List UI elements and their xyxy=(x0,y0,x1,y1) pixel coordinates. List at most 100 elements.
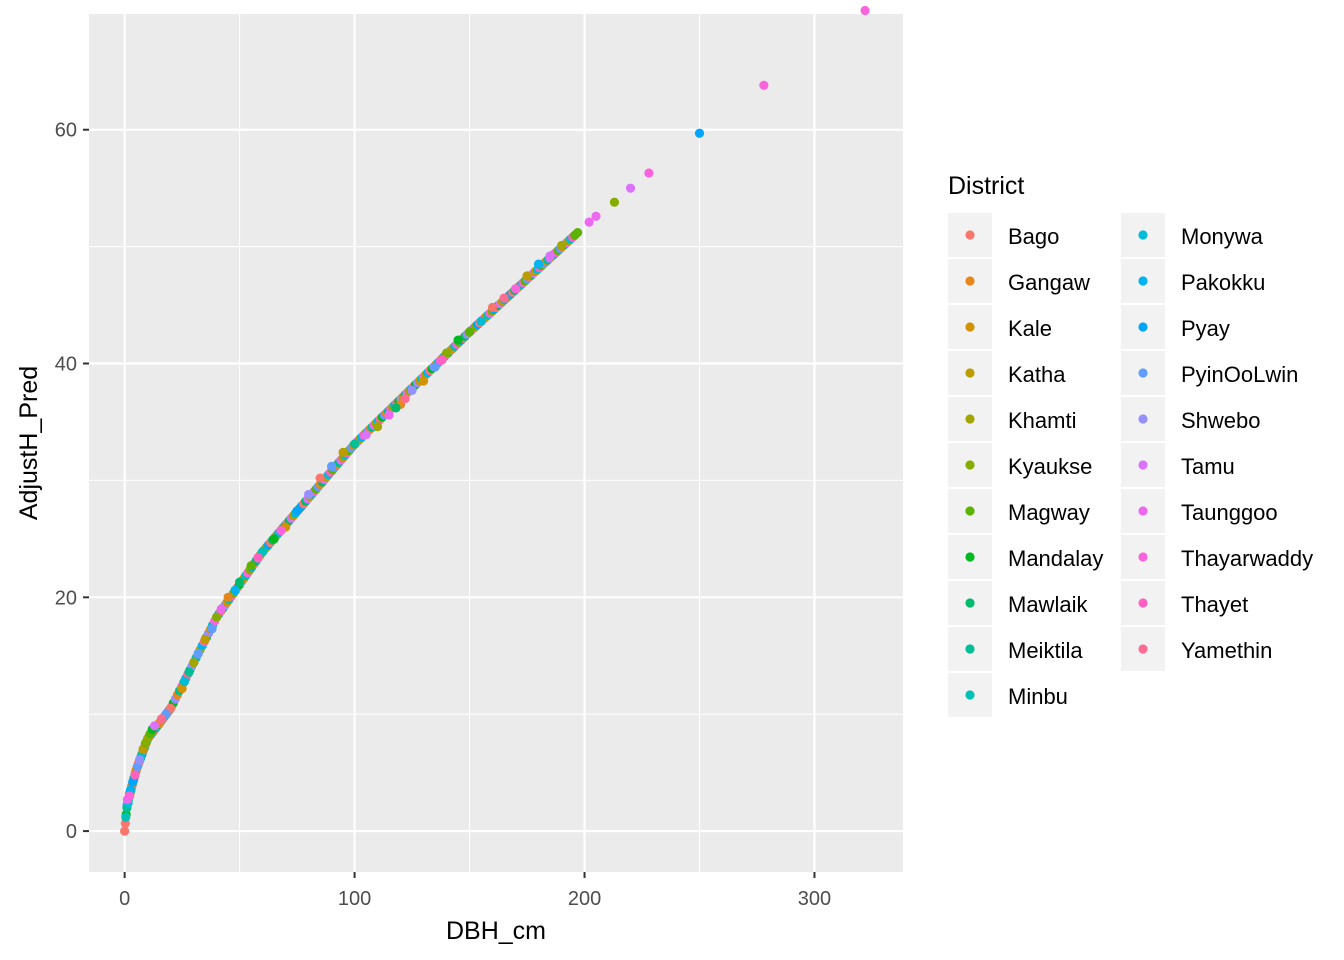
legend-label: Shwebo xyxy=(1181,408,1261,433)
legend-item: Pyay xyxy=(1121,305,1230,349)
scatter-point-minbu xyxy=(121,812,131,822)
scatter-point-thayarwaddy xyxy=(860,5,870,16)
scatter-point-shwebo xyxy=(407,385,417,395)
legend-label: Kyaukse xyxy=(1008,454,1092,479)
legend-item: Magway xyxy=(948,489,1090,533)
legend-label: Mawlaik xyxy=(1008,592,1088,617)
panel-background xyxy=(89,14,903,872)
legend-label: Khamti xyxy=(1008,408,1076,433)
legend-item: Kyaukse xyxy=(948,443,1092,487)
data-points xyxy=(120,5,870,836)
legend-label: Taunggoo xyxy=(1181,500,1278,525)
legend-label: Magway xyxy=(1008,500,1090,525)
scatter-point-pyinoolwin xyxy=(326,461,337,471)
scatter-point-katha xyxy=(200,634,210,644)
legend-key-point xyxy=(965,690,975,700)
scatter-point-monywa xyxy=(476,316,486,327)
scatter-point-magway xyxy=(464,327,475,337)
legend-key-point xyxy=(1138,322,1148,332)
legend-key-point xyxy=(965,414,975,424)
scatter-point-monywa xyxy=(179,676,190,687)
legend-label: Thayet xyxy=(1181,592,1248,617)
scatter-point-kyaukse xyxy=(140,738,150,749)
legend-item: Gangaw xyxy=(948,259,1090,303)
scatter-point-bago xyxy=(487,302,498,313)
y-tick-label: 20 xyxy=(55,587,77,609)
legend-label: Bago xyxy=(1008,224,1059,249)
scatter-point-magway xyxy=(246,561,256,571)
legend-item: PyinOoLwin xyxy=(1121,351,1298,395)
scatter-point-mawlaik xyxy=(391,403,401,413)
legend-item: Bago xyxy=(948,213,1059,257)
scatter-point-taunggoo xyxy=(216,604,226,614)
legend-item: Pakokku xyxy=(1121,259,1265,303)
scatter-point-meiktila xyxy=(349,439,360,449)
scatter-point-katha xyxy=(522,271,532,281)
scatter-point-thayarwaddy xyxy=(644,168,654,178)
scatter-point-taunggoo xyxy=(584,217,594,227)
scatter-point-tamu xyxy=(545,251,555,261)
scatter-point-tamu xyxy=(625,183,636,193)
x-tick-label: 100 xyxy=(338,888,371,910)
scatter-point-taunggoo xyxy=(384,410,394,420)
legend-label: Gangaw xyxy=(1008,270,1090,295)
legend-key-point xyxy=(965,276,975,286)
scatter-point-mandalay xyxy=(269,534,279,544)
x-axis-ticks: 0 100 200 300 xyxy=(119,872,831,910)
scatter-point-khamti xyxy=(556,240,567,251)
legend-key-point xyxy=(1138,644,1148,654)
legend-key-point xyxy=(1138,506,1148,516)
legend-key-point xyxy=(965,368,975,378)
legend-item: Meiktila xyxy=(948,627,1083,671)
legend-key-point xyxy=(1138,276,1148,286)
legend-label: Thayarwaddy xyxy=(1181,546,1313,571)
legend-item: Khamti xyxy=(948,397,1076,441)
scatter-point-pyinoolwin xyxy=(132,762,142,772)
scatter-point-thayarwaddy xyxy=(759,80,769,90)
legend-item: Thayet xyxy=(1121,581,1248,625)
scatter-point-gangaw xyxy=(223,592,233,602)
scatter-point-shwebo xyxy=(303,489,314,500)
scatter-point-thayarwaddy xyxy=(125,791,135,801)
legend-label: Kale xyxy=(1008,316,1052,341)
scatter-point-bago xyxy=(315,473,325,483)
legend-key-point xyxy=(965,506,975,516)
scatter-point-magway xyxy=(573,227,583,238)
legend-label: Meiktila xyxy=(1008,638,1083,663)
legend-label: Katha xyxy=(1008,362,1066,387)
legend-item: Mawlaik xyxy=(948,581,1088,625)
legend-item: Kale xyxy=(948,305,1052,349)
scatter-point-kale xyxy=(177,683,187,694)
legend-item: Katha xyxy=(948,351,1066,395)
scatter-point-khamti xyxy=(372,422,383,432)
legend-item: Taunggoo xyxy=(1121,489,1278,533)
legend-item: Shwebo xyxy=(1121,397,1261,441)
scatter-point-meiktila xyxy=(184,667,194,677)
legend-label: PyinOoLwin xyxy=(1181,362,1298,387)
legend-key-point xyxy=(965,598,975,608)
legend-item: Mandalay xyxy=(948,535,1103,579)
legend-key-point xyxy=(1138,460,1148,470)
y-tick-label: 40 xyxy=(55,354,77,376)
legend-key-point xyxy=(965,230,975,240)
y-axis-title: AdjustH_Pred xyxy=(15,366,43,520)
scatter-point-mawlaik xyxy=(235,577,245,587)
y-axis-ticks: 0 20 40 60 xyxy=(55,120,89,843)
scatter-point-pyinoolwin xyxy=(193,648,203,659)
legend-label: Minbu xyxy=(1008,684,1068,709)
y-tick-label: 0 xyxy=(66,821,77,843)
legend: Bago Gangaw Kale Katha Khamti Kyaukse Magway Ma… xyxy=(948,213,1313,717)
scatter-point-tamu xyxy=(361,430,371,440)
scatter-point-pakokku xyxy=(230,585,240,595)
legend-item: Yamethin xyxy=(1121,627,1272,671)
scatter-point-pyay xyxy=(694,128,705,138)
scatter-point-kyaukse xyxy=(441,348,452,358)
scatter-point-kale xyxy=(418,376,429,386)
scatter-point-pyinoolwin xyxy=(207,624,217,634)
legend-key-point xyxy=(965,460,975,470)
x-tick-label: 200 xyxy=(568,888,601,910)
scatter-point-tamu xyxy=(149,721,160,731)
legend-title: District xyxy=(948,172,1024,200)
legend-item: Minbu xyxy=(948,673,1068,717)
